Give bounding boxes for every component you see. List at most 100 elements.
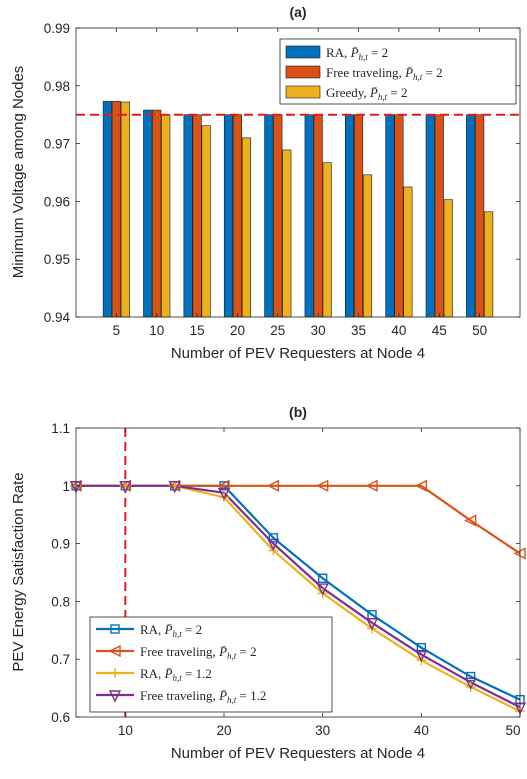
bar-free-traveling	[152, 109, 162, 318]
legend-label: RA, P̄h,t = 2	[140, 622, 202, 639]
data-point-free-traveling-1-2	[119, 481, 132, 494]
x-tick-label: 50	[472, 323, 487, 338]
legend-label: Free traveling, P̄h,t = 1.2	[140, 688, 266, 705]
bar-greedy	[120, 101, 130, 318]
data-point-free-traveling-2	[266, 479, 280, 492]
data-point-free-traveling-1-2	[365, 618, 379, 631]
bar-free-traveling	[434, 114, 444, 318]
legend-swatch	[285, 45, 321, 59]
y-tick-label: 0.95	[44, 252, 70, 267]
legend-a: RA, P̄h,t = 2 Free traveling, P̄h,t = 2 Gr…	[279, 38, 517, 105]
axes-box-a	[75, 27, 521, 318]
bar-free-traveling	[475, 114, 485, 318]
x-tick-label: 30	[315, 723, 330, 738]
legend-swatch	[285, 85, 321, 99]
x-tick-label: 5	[113, 323, 121, 338]
data-point-free-traveling-2	[316, 479, 329, 492]
bar-greedy	[322, 162, 332, 318]
bar-greedy	[161, 114, 171, 318]
data-point-free-traveling-1-2	[168, 481, 181, 494]
data-point-ra-2	[317, 573, 328, 583]
bar-greedy	[282, 149, 292, 318]
data-point-free-traveling-1-2	[267, 538, 280, 552]
x-tick-label: 20	[216, 723, 231, 738]
bar-free-traveling	[394, 114, 404, 318]
legend-label: RA, P̄h,t = 2	[326, 45, 388, 62]
bar-greedy	[403, 186, 413, 318]
series-line-free-traveling-1-2	[76, 484, 521, 709]
x-tick-label: 50	[505, 723, 520, 738]
bar-ra	[425, 114, 435, 318]
bar-free-traveling	[192, 114, 202, 318]
legend-marker	[110, 624, 120, 634]
x-tick-label: 35	[351, 323, 366, 338]
chart-title-a: (a)	[289, 4, 306, 20]
x-tick-label: 10	[118, 723, 133, 738]
y-tick-label: 0.94	[44, 310, 71, 325]
legend-label: Free traveling, P̄h,t = 2	[326, 65, 443, 82]
legend-b: RA, P̄h,t = 2 Free traveling, P̄h,t = 2 RA…	[89, 616, 333, 713]
bar-free-traveling	[273, 114, 283, 318]
y-tick-label: 0.8	[51, 594, 70, 609]
bar-ra	[223, 114, 234, 318]
bar-ra	[183, 114, 193, 318]
y-tick-label: 0.9	[51, 537, 70, 552]
chart-title-b: (b)	[289, 404, 307, 420]
data-point-free-traveling-2	[365, 479, 378, 492]
y-axis-label-b: PEV Energy Satisfaction Rate	[10, 472, 27, 671]
bar-free-traveling	[353, 114, 364, 318]
x-tick-label: 40	[414, 723, 429, 738]
bar-greedy	[201, 125, 211, 318]
bar-free-traveling	[232, 114, 243, 318]
y-axis-label-a: Minimum Voltage among Nodes	[10, 66, 27, 279]
legend-swatch	[285, 65, 321, 79]
data-point-free-traveling-1-2	[316, 583, 329, 596]
bar-ra	[304, 114, 314, 318]
bar-ra	[143, 109, 153, 318]
y-tick-label: 0.97	[44, 137, 70, 152]
legend-marker	[108, 690, 122, 703]
x-axis-label-a: Number of PEV Requesters at Node 4	[171, 345, 425, 362]
y-tick-label: 0.96	[44, 194, 70, 209]
line-chart-panel: (b) 10 20 30 40 50 0.6 0.7 0.8 0.9 1 1.1 Number o…	[10, 404, 527, 762]
x-tick-label: 15	[190, 323, 205, 338]
data-point-free-traveling-1-2	[464, 677, 477, 690]
bar-ra	[102, 101, 112, 318]
bar-greedy	[241, 137, 252, 318]
y-tick-label: 0.98	[44, 79, 70, 94]
bar-ra	[264, 114, 274, 318]
data-point-ra-2	[465, 671, 476, 682]
bar-ra	[466, 114, 476, 318]
x-axis-label-b: Number of PEV Requesters at Node 4	[171, 745, 425, 762]
legend-label: RA, P̄h,t = 1.2	[140, 666, 212, 683]
legend-label: Free traveling, P̄h,t = 2	[140, 644, 257, 661]
data-point-free-traveling-1-2	[217, 488, 231, 501]
data-point-free-traveling-2	[414, 479, 428, 492]
y-tick-label: 0.99	[44, 21, 70, 36]
bar-greedy	[362, 174, 373, 318]
x-tick-label: 25	[270, 323, 285, 338]
bar-ra	[344, 114, 355, 318]
x-tick-label: 10	[149, 323, 164, 338]
bar-ra	[385, 114, 395, 318]
data-point-free-traveling-2	[464, 514, 477, 527]
legend-label: Greedy, P̄h,t = 2	[326, 85, 407, 102]
bar-greedy	[484, 211, 494, 318]
legend-box-b	[89, 616, 333, 713]
data-point-ra-2	[268, 533, 279, 543]
y-tick-label: 0.7	[51, 652, 70, 667]
x-tick-label: 20	[230, 323, 245, 338]
bar-chart-panel: (a) 5 10 15 20 25 30 35 40 45 50 0.94 0.95 0.96 0.97…	[10, 4, 521, 362]
bar-free-traveling	[313, 114, 323, 318]
y-tick-label: 0.6	[51, 710, 70, 725]
y-tick-label: 1	[62, 479, 70, 494]
x-tick-label: 45	[432, 323, 447, 338]
legend-marker	[110, 668, 120, 678]
x-tick-label: 30	[311, 323, 326, 338]
x-tick-label: 40	[391, 323, 406, 338]
y-tick-label: 1.1	[51, 421, 70, 436]
legend-marker	[108, 644, 121, 658]
data-point-free-traveling-1-2	[415, 649, 428, 663]
data-point-ra-2	[416, 642, 427, 653]
